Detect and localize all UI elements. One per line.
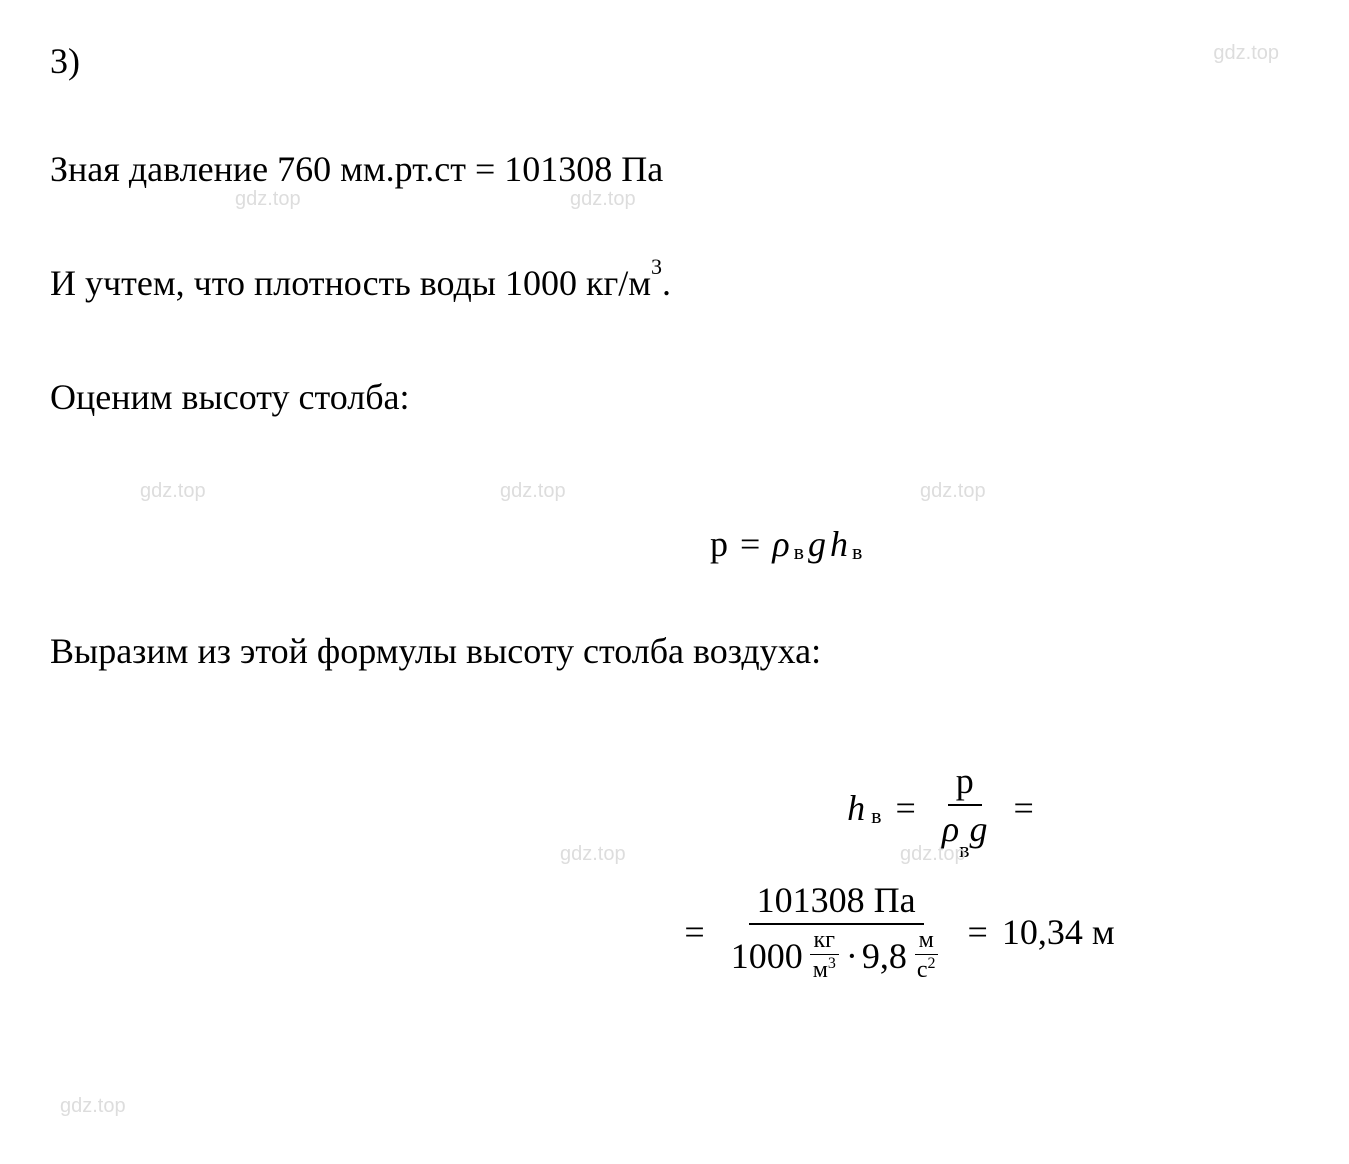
f2-den-g: g <box>970 809 988 849</box>
watermark: gdz.top <box>900 843 966 866</box>
line2-value: 1000 кг/м <box>505 263 651 303</box>
f3-eq: = <box>684 911 704 953</box>
f3-unit1: кг м3 <box>809 927 840 984</box>
f3-den: 1000 кг м3 · 9,8 м с2 <box>723 925 950 986</box>
f3-result: 10,34 м <box>1002 911 1115 953</box>
line2-suffix: . <box>662 263 671 303</box>
watermark: gdz.top <box>140 480 206 503</box>
f3-unit1-num: кг <box>810 927 840 955</box>
watermark: gdz.top <box>570 188 636 211</box>
f2-num: p <box>948 758 982 806</box>
line2-super: 3 <box>651 254 662 279</box>
f3-unit2: м с2 <box>913 927 940 984</box>
line2-prefix: И учтем, что плотность воды <box>50 263 505 303</box>
line1-prefix: Зная давление <box>50 149 277 189</box>
line1-mmhg: 760 мм.рт.ст <box>277 149 466 189</box>
text-line-2: И учтем, что плотность воды 1000 кг/м3. <box>50 256 1299 310</box>
f2-eq: = <box>896 787 916 829</box>
watermark: gdz.top <box>60 1095 126 1118</box>
formula-1: p = ρв g hв <box>710 523 862 565</box>
text-line-4: Выразим из этой формулы высоту столба во… <box>50 624 1299 678</box>
f1-h: h <box>830 523 848 565</box>
watermark-top-right: gdz.top <box>1213 42 1279 65</box>
formula-3: = 101308 Па 1000 кг м3 · 9,8 м с2 <box>684 877 1114 986</box>
watermark: gdz.top <box>500 480 566 503</box>
f2-h-sub: в <box>871 803 881 829</box>
f3-eq2: = <box>968 911 988 953</box>
formula-block: hв = p ρвg = gdz.top gdz.top = 101308 Па… <box>590 758 1299 1006</box>
f1-h-sub: в <box>852 539 862 565</box>
f3-den-dot: · <box>846 935 858 977</box>
f3-den-1000: 1000 <box>731 935 803 977</box>
f1-eq: = <box>740 523 760 565</box>
f1-rho-sub: в <box>794 539 804 565</box>
f3-unit2-den: с2 <box>913 955 940 984</box>
f1-g: g <box>808 523 826 565</box>
f2-h: h <box>847 787 865 829</box>
f2-eq2: = <box>1014 787 1034 829</box>
f3-den-98: 9,8 <box>862 935 907 977</box>
item-number: 3) <box>50 40 1299 82</box>
f1-rho: ρ <box>772 523 789 565</box>
line1-pa: 101308 Па <box>504 149 663 189</box>
watermark: gdz.top <box>560 843 626 866</box>
watermark: gdz.top <box>235 188 301 211</box>
watermark: gdz.top <box>920 480 986 503</box>
text-line-3: Оценим высоту столба: <box>50 370 1299 424</box>
f3-unit1-den: м3 <box>809 955 840 984</box>
f1-p: p <box>710 523 728 565</box>
line1-eq: = <box>466 149 504 189</box>
f3-fraction: 101308 Па 1000 кг м3 · 9,8 м с2 <box>723 877 950 986</box>
f3-num: 101308 Па <box>749 877 924 925</box>
f3-unit2-num: м <box>915 927 938 955</box>
